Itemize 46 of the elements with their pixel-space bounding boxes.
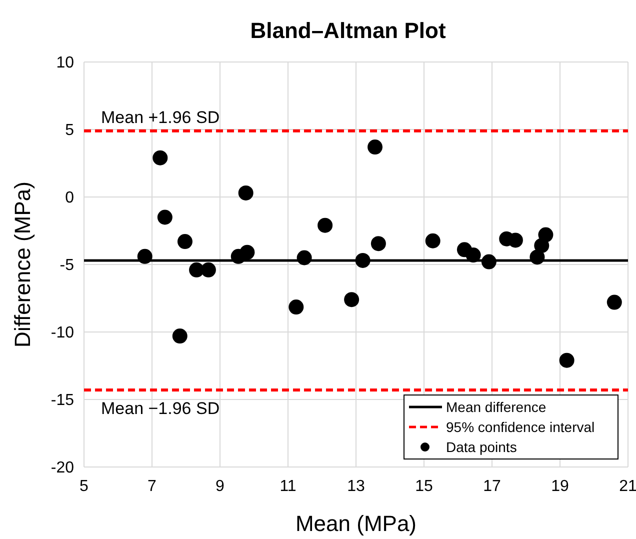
point xyxy=(240,244,255,260)
point xyxy=(481,254,496,270)
legend-label: Data points xyxy=(446,438,517,455)
point xyxy=(296,250,312,266)
y-tick-label: 0 xyxy=(65,190,74,207)
point xyxy=(318,218,333,233)
point xyxy=(466,248,481,263)
x-tick-label: 5 xyxy=(80,478,89,495)
point xyxy=(606,294,622,310)
x-tick-label: 15 xyxy=(415,478,433,495)
legend-label: Mean difference xyxy=(446,398,546,415)
x-tick-label: 9 xyxy=(216,478,225,495)
chart-title: Bland–Altman Plot xyxy=(250,18,446,43)
point xyxy=(238,185,254,200)
y-tick-label: 10 xyxy=(56,54,74,72)
y-tick-label: -10 xyxy=(50,324,74,342)
point xyxy=(288,300,304,315)
point xyxy=(355,252,370,268)
point xyxy=(559,352,574,368)
point xyxy=(200,262,216,278)
y-axis-title: Difference (MPa) xyxy=(10,182,35,348)
point xyxy=(137,248,152,264)
annotation: Mean +1.96 SD xyxy=(101,108,220,127)
x-tick-label: 21 xyxy=(619,478,636,495)
x-tick-label: 7 xyxy=(148,478,157,495)
y-tick-label: 5 xyxy=(65,122,74,140)
y-tick-label: -5 xyxy=(60,257,74,274)
x-tick-label: 17 xyxy=(483,478,501,495)
point xyxy=(538,227,554,242)
y-tick-label: -20 xyxy=(50,460,74,477)
point xyxy=(425,233,440,248)
legend-label: 95% confidence interval xyxy=(446,418,595,435)
point xyxy=(370,236,386,252)
point xyxy=(157,210,172,225)
x-tick-label: 19 xyxy=(551,478,569,495)
point xyxy=(152,150,168,166)
point xyxy=(172,328,188,344)
annotation: Mean −1.96 SD xyxy=(101,399,220,418)
y-tick-label: -15 xyxy=(50,392,74,410)
x-tick-label: 11 xyxy=(280,478,296,495)
point xyxy=(368,140,383,155)
x-tick-label: 13 xyxy=(347,478,365,495)
point xyxy=(530,250,545,265)
point xyxy=(344,292,360,308)
x-axis-title: Mean (MPa) xyxy=(295,511,417,536)
point xyxy=(177,234,192,250)
